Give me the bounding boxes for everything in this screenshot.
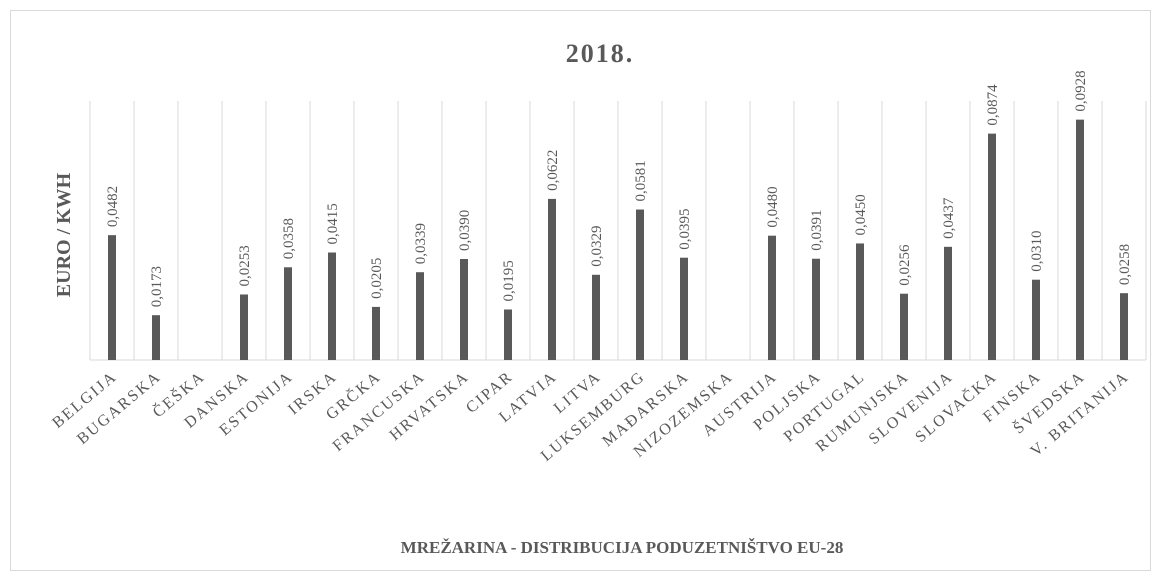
value-label: 0,0395 bbox=[677, 208, 693, 249]
value-label: 0,0450 bbox=[853, 194, 869, 235]
value-label: 0,0415 bbox=[325, 203, 341, 244]
bar bbox=[988, 133, 996, 360]
value-label: 0,0480 bbox=[765, 186, 781, 227]
x-axis-title: MREŽARINA - DISTRIBUCIJA PODUZETNIŠTVO E… bbox=[401, 538, 844, 557]
bar bbox=[1032, 279, 1040, 360]
chart-title: 2018. bbox=[566, 39, 635, 68]
value-label: 0,0195 bbox=[501, 260, 517, 301]
value-label: 0,0310 bbox=[1029, 230, 1045, 271]
value-label: 0,0874 bbox=[985, 84, 1001, 126]
bar bbox=[108, 235, 116, 360]
bar bbox=[152, 315, 160, 360]
value-label: 0,0437 bbox=[941, 197, 957, 239]
bar bbox=[284, 267, 292, 360]
bar bbox=[856, 243, 864, 360]
value-label: 0,0928 bbox=[1073, 70, 1089, 111]
bar bbox=[504, 309, 512, 360]
bar bbox=[328, 252, 336, 360]
value-label: 0,0253 bbox=[237, 245, 253, 286]
bar bbox=[1120, 293, 1128, 360]
bar bbox=[636, 209, 644, 360]
value-label: 0,0173 bbox=[149, 266, 165, 307]
value-label: 0,0482 bbox=[105, 186, 121, 227]
value-label: 0,0390 bbox=[457, 210, 473, 251]
value-label: 0,0622 bbox=[545, 150, 561, 191]
bar bbox=[548, 198, 556, 360]
bar bbox=[372, 306, 380, 360]
bar bbox=[768, 235, 776, 360]
chart-border bbox=[10, 10, 1151, 571]
bar bbox=[1076, 119, 1084, 360]
bar bbox=[900, 293, 908, 360]
bar bbox=[240, 294, 248, 360]
value-label: 0,0205 bbox=[369, 258, 385, 299]
value-label: 0,0256 bbox=[897, 244, 913, 286]
bar bbox=[680, 257, 688, 360]
value-label: 0,0358 bbox=[281, 218, 297, 259]
value-label: 0,0391 bbox=[809, 209, 825, 250]
bar bbox=[592, 274, 600, 360]
bar bbox=[812, 258, 820, 360]
bar bbox=[460, 258, 468, 360]
value-label: 0,0581 bbox=[633, 160, 649, 201]
value-label: 0,0258 bbox=[1117, 244, 1133, 285]
bar bbox=[416, 272, 424, 360]
y-axis-title: EURO / KWH bbox=[53, 172, 75, 297]
value-label: 0,0329 bbox=[589, 226, 605, 267]
value-label: 0,0339 bbox=[413, 223, 429, 264]
bar bbox=[944, 246, 952, 360]
